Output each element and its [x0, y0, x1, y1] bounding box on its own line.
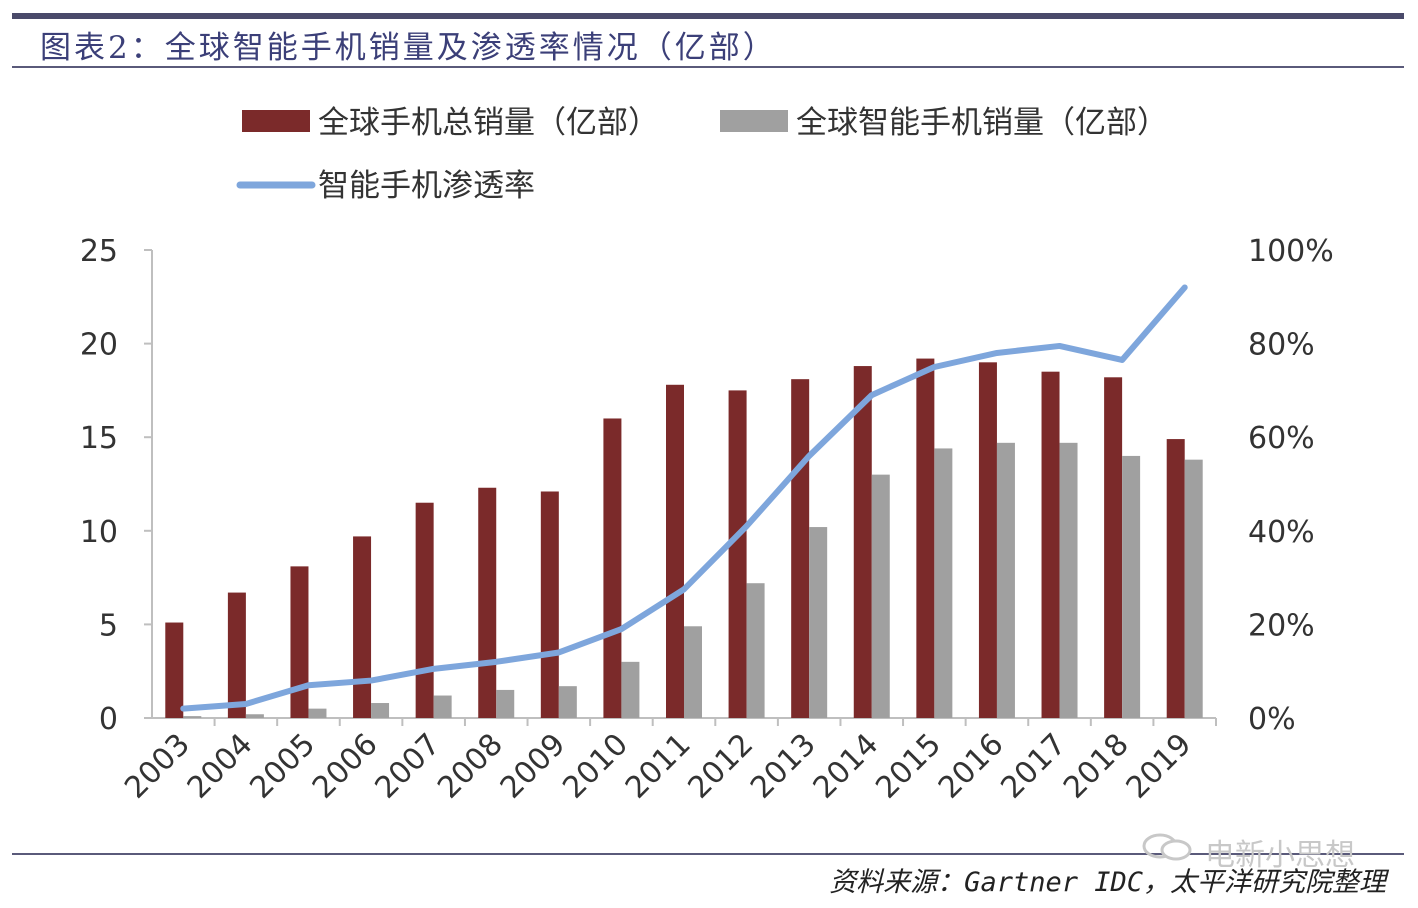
- chart-title: 图表2：全球智能手机销量及渗透率情况（亿部）: [40, 30, 777, 66]
- bar-smart-2009: [558, 686, 577, 718]
- bar-smart-2018: [1122, 455, 1141, 718]
- bars: [165, 358, 1203, 718]
- y-left-tick-label: 10: [80, 515, 118, 550]
- y-right-tick-label: 100%: [1248, 234, 1334, 269]
- bar-total-2009: [540, 491, 559, 718]
- bar-total-2012: [728, 390, 747, 718]
- bar-total-2004: [227, 592, 246, 718]
- y-left-tick-label: 25: [80, 234, 118, 269]
- y-left-tick-label: 0: [99, 702, 118, 737]
- bar-smart-2006: [371, 703, 390, 718]
- bar-smart-2011: [684, 626, 702, 718]
- rate-line-path: [180, 284, 1188, 712]
- x-tick-label: 2004: [181, 727, 260, 806]
- bar-total-2006: [353, 536, 372, 718]
- bar-smart-2014: [871, 474, 890, 718]
- source-note: 资料来源：Gartner IDC，太平洋研究院整理: [829, 867, 1386, 898]
- watermark-text: 电新小思想: [1205, 838, 1355, 873]
- tick-labels: 0 5 10 15 20 25 0% 20% 40% 60% 80% 100% 200320042005…: [80, 234, 1334, 806]
- bar-total-2014: [853, 366, 872, 718]
- y-left-tick-label: 15: [80, 421, 118, 456]
- bar-smart-2003: [183, 716, 202, 718]
- legend: 全球手机总销量（亿部） 全球智能手机销量（亿部） 智能手机渗透率: [236, 105, 1168, 204]
- y-right-tick-label: 80%: [1248, 328, 1315, 363]
- y-left-tick-label: 20: [80, 328, 118, 363]
- bar-smart-2015: [934, 448, 953, 718]
- bar-smart-2008: [496, 689, 515, 718]
- bar-total-2005: [290, 566, 309, 718]
- y-right-tick-label: 0%: [1248, 702, 1296, 737]
- y-left-tick-label: 5: [99, 608, 118, 643]
- title-rule: [12, 66, 1404, 68]
- bar-total-2013: [791, 379, 810, 718]
- legend-label-smart: 全球智能手机销量（亿部）: [796, 105, 1168, 141]
- bar-smart-2005: [308, 708, 327, 718]
- bar-smart-2012: [746, 583, 765, 718]
- x-tick-label: 2005: [243, 727, 322, 806]
- bar-smart-2017: [1059, 442, 1078, 718]
- bar-total-2019: [1166, 439, 1185, 718]
- bar-total-2007: [415, 502, 434, 718]
- rate-line: [180, 284, 1188, 712]
- bar-total-2003: [165, 622, 184, 718]
- y-right-tick-label: 40%: [1248, 515, 1315, 550]
- x-tick-label: 2017: [994, 727, 1073, 806]
- legend-label-total: 全球手机总销量（亿部）: [318, 105, 659, 141]
- legend-swatch-smart: [720, 110, 788, 132]
- bar-smart-2013: [809, 527, 828, 718]
- x-tick-label: 2011: [619, 727, 698, 806]
- wechat-icon: [1142, 833, 1192, 861]
- x-tick-label: 2012: [682, 727, 761, 806]
- x-tick-label: 2013: [744, 727, 823, 806]
- legend-label-rate: 智能手机渗透率: [318, 168, 535, 204]
- bar-total-2016: [978, 362, 997, 718]
- x-tick-label: 2006: [306, 727, 385, 806]
- bar-total-2018: [1104, 377, 1123, 718]
- bar-total-2017: [1041, 371, 1060, 718]
- bar-smart-2019: [1184, 459, 1203, 718]
- bar-smart-2007: [433, 695, 452, 718]
- x-tick-label: 2016: [932, 727, 1011, 806]
- bar-total-2008: [478, 487, 497, 718]
- bar-smart-2016: [996, 442, 1015, 718]
- x-tick-label: 2008: [431, 727, 510, 806]
- bar-total-2015: [916, 358, 935, 718]
- top-rule: [12, 13, 1404, 19]
- x-tick-label: 2007: [369, 727, 448, 806]
- x-tick-label: 2003: [118, 727, 197, 806]
- x-tick-label: 2018: [1057, 727, 1136, 806]
- legend-swatch-total: [242, 110, 310, 132]
- bar-total-2011: [666, 384, 684, 718]
- bar-smart-2004: [245, 714, 264, 718]
- bar-smart-2010: [621, 661, 640, 718]
- footer-rule: [12, 853, 1404, 855]
- x-tick-label: 2009: [494, 727, 573, 806]
- x-tick-label: 2015: [869, 727, 948, 806]
- x-tick-label: 2010: [556, 727, 635, 806]
- x-tick-label: 2014: [807, 727, 886, 806]
- y-right-tick-label: 20%: [1248, 608, 1315, 643]
- bar-total-2010: [603, 418, 622, 718]
- x-tick-label: 2019: [1120, 727, 1199, 806]
- y-right-tick-label: 60%: [1248, 421, 1315, 456]
